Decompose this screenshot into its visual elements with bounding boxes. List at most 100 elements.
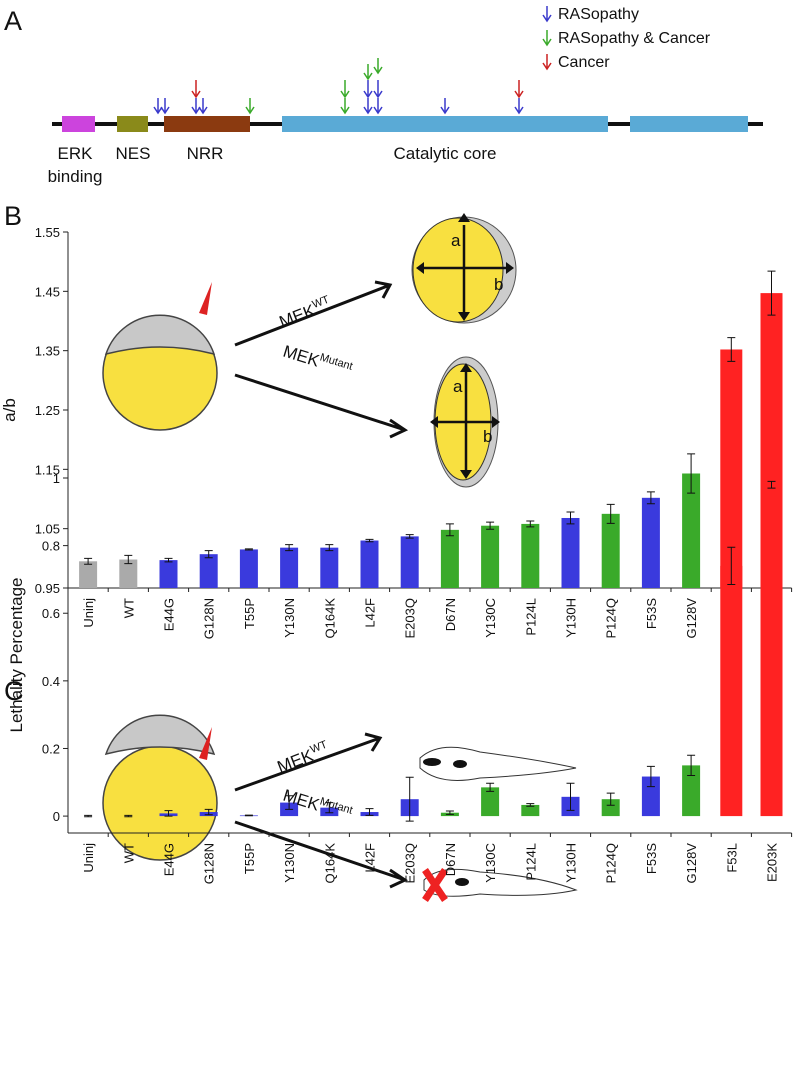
error-bar: [767, 480, 776, 489]
domain-label: NRR: [187, 144, 224, 163]
error-bar: [325, 802, 334, 814]
bar: [239, 549, 258, 588]
bar: [720, 349, 743, 588]
domain-label: ERK: [58, 144, 94, 163]
embryo-axis-label: a: [451, 231, 461, 250]
error-bar: [646, 491, 655, 505]
y-axis-label: Lethality Percentage: [7, 578, 26, 733]
x-tick-label: Y130N: [282, 598, 297, 638]
domain-label: binding: [48, 167, 103, 186]
x-tick-label: Q164K: [322, 598, 337, 639]
x-tick-label: Uninj: [81, 843, 96, 873]
y-tick-label: 0.6: [42, 606, 60, 621]
y-tick-label: 0.2: [42, 741, 60, 756]
domain-label: Catalytic core: [394, 144, 497, 163]
bar: [641, 497, 660, 588]
bar: [79, 561, 98, 588]
x-tick-label: G128N: [202, 598, 217, 639]
domain-box: [164, 116, 250, 132]
bar: [280, 547, 299, 588]
bar: [360, 540, 379, 588]
error-bar: [405, 534, 414, 539]
embryo-axis-label: a: [453, 377, 463, 396]
y-axis-label: a/b: [0, 398, 19, 422]
inset-label-text: MEK: [281, 342, 322, 371]
legend-arrow: [542, 54, 552, 71]
y-tick-label: 0.95: [35, 581, 60, 596]
error-bar: [365, 538, 374, 543]
y-tick-label: 1.45: [35, 284, 60, 299]
error-bar: [285, 795, 294, 810]
x-tick-label: Q164K: [322, 843, 337, 884]
x-tick-label: E203Q: [403, 598, 418, 638]
error-bar: [606, 503, 615, 524]
panel-label: B: [4, 201, 22, 231]
bar: [159, 560, 178, 588]
error-bar: [124, 554, 133, 565]
error-bar: [486, 782, 495, 792]
domain-box: [62, 116, 95, 132]
error-bar: [325, 544, 334, 552]
error-bar: [84, 814, 93, 818]
x-tick-label: D67N: [443, 843, 458, 876]
legend-label: RASopathy & Cancer: [558, 30, 711, 47]
x-tick-label: Y130H: [564, 843, 579, 883]
x-tick-label: T55P: [242, 843, 257, 874]
bar: [601, 513, 620, 588]
error-bar: [84, 557, 93, 565]
error-bar: [405, 776, 414, 822]
embryo-inset: [102, 213, 517, 488]
larva-inset: [102, 714, 578, 902]
error-bar: [164, 810, 173, 817]
y-tick-label: 0: [53, 809, 60, 824]
error-bar: [687, 754, 696, 777]
error-bar: [526, 520, 535, 528]
x-tick-label: T55P: [242, 598, 257, 629]
error-bar: [606, 792, 615, 806]
error-bar: [646, 765, 655, 788]
x-tick-label: WT: [121, 843, 136, 863]
y-tick-label: 1.05: [35, 522, 60, 537]
x-tick-label: P124L: [523, 598, 538, 636]
x-tick-label: E44G: [162, 843, 177, 876]
embryo-axis-label: b: [483, 427, 492, 446]
error-bar: [566, 782, 575, 811]
x-tick-label: G128V: [684, 843, 699, 884]
error-bar: [767, 270, 776, 316]
error-bar: [727, 337, 736, 362]
x-tick-label: P124Q: [604, 598, 619, 638]
x-tick-label: D67N: [443, 598, 458, 631]
bar: [119, 559, 138, 588]
x-tick-label: Y130C: [483, 843, 498, 883]
bar: [682, 473, 701, 588]
error-bar: [164, 557, 173, 563]
y-tick-label: 1: [53, 471, 60, 486]
error-bar: [285, 544, 294, 552]
x-tick-label: F53S: [644, 598, 659, 629]
x-tick-label: L42F: [363, 598, 378, 628]
error-bar: [727, 546, 736, 585]
bar: [521, 804, 540, 817]
bar: [521, 523, 540, 588]
y-tick-label: 0.4: [42, 674, 60, 689]
x-tick-label: G128V: [684, 598, 699, 639]
error-bar: [244, 814, 253, 817]
y-tick-label: 0.8: [42, 539, 60, 554]
inset-label-sup: WT: [311, 294, 332, 311]
bar: [199, 554, 218, 588]
bar: [320, 547, 339, 588]
legend-arrow: [542, 6, 552, 23]
inset-label-sup: WT: [309, 739, 330, 756]
bar: [481, 525, 500, 588]
x-tick-label: F53L: [724, 843, 739, 873]
x-tick-label: Y130H: [564, 598, 579, 638]
y-tick-label: 1.35: [35, 344, 60, 359]
domain-box: [117, 116, 148, 132]
bar: [720, 565, 743, 817]
bar: [481, 787, 500, 817]
error-bar: [244, 548, 253, 551]
legend-arrow: [542, 30, 552, 47]
x-tick-label: E203Q: [403, 843, 418, 883]
legend-label: Cancer: [558, 54, 610, 71]
